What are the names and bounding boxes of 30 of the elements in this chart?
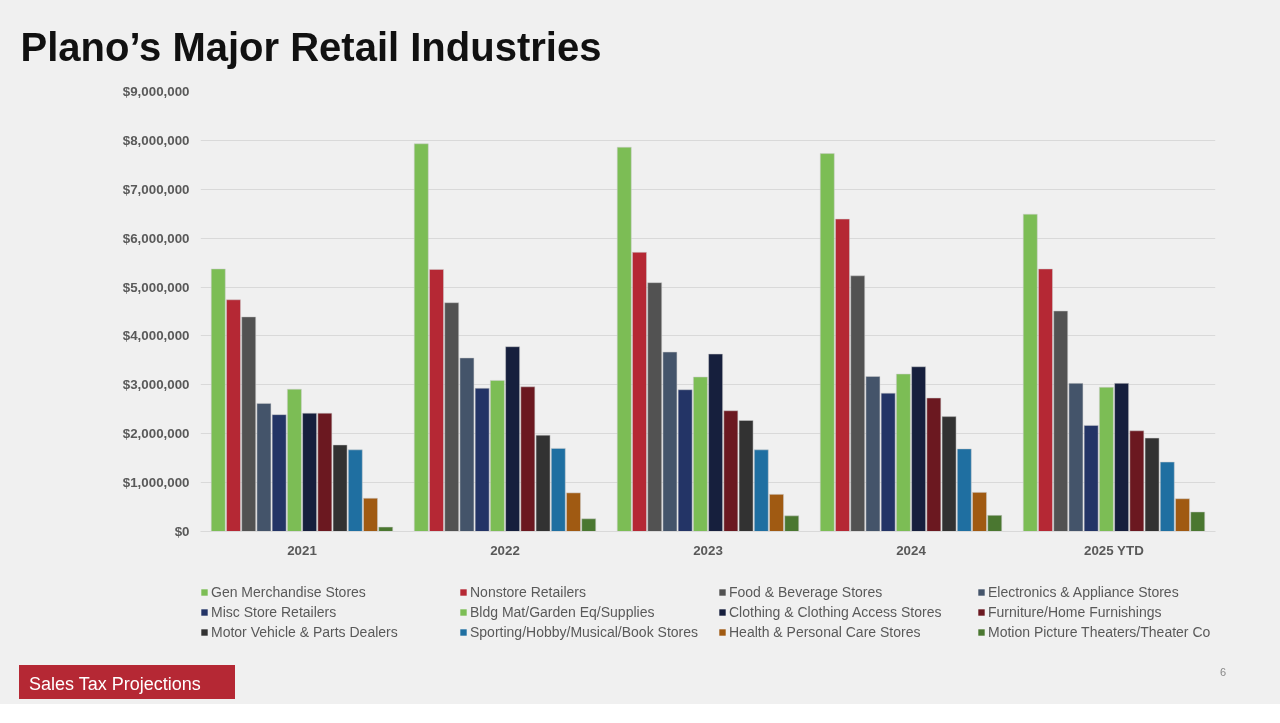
legend-label: Gen Merchandise Stores (211, 584, 367, 600)
x-tick-label: 2022 (490, 542, 520, 558)
chart-title: Plano’s Major Retail Industries (20, 25, 602, 69)
y-tick-label: $4,000,000 (122, 328, 190, 344)
legend-label: Motor Vehicle & Parts Dealers (211, 624, 399, 640)
y-tick-label: $0 (174, 524, 190, 539)
legend-label: Electronics & Appliance Stores (988, 584, 1180, 600)
legend-label: Misc Store Retailers (211, 604, 338, 620)
y-tick-label: $8,000,000 (122, 132, 190, 148)
x-tick-label: 2023 (693, 542, 723, 558)
x-tick-label: 2024 (896, 542, 927, 558)
y-tick-label: $6,000,000 (122, 230, 190, 246)
y-tick-label: $7,000,000 (122, 181, 190, 197)
text: 6 (1220, 665, 1227, 680)
x-tick-label: 2025 YTD (1084, 542, 1145, 558)
y-tick-label: $9,000,000 (122, 84, 190, 99)
y-tick-label: $2,000,000 (122, 426, 190, 442)
legend-label: Health & Personal Care Stores (729, 624, 922, 640)
y-tick-label: $3,000,000 (122, 377, 190, 393)
legend-label: Furniture/Home Furnishings (988, 604, 1163, 620)
y-tick-label: $5,000,000 (122, 279, 190, 295)
legend-label: Sporting/Hobby/Musical/Book Stores (470, 624, 699, 640)
y-tick-label: $1,000,000 (122, 475, 190, 491)
legend-label: Food & Beverage Stores (729, 584, 884, 600)
x-tick-label: 2021 (287, 542, 318, 558)
text: Sales Tax Projections (29, 673, 201, 696)
legend-label: Clothing & Clothing Access Stores (729, 604, 943, 620)
legend-label: Motion Picture Theaters/Theater Co (988, 624, 1212, 640)
legend-label: Nonstore Retailers (470, 584, 587, 600)
legend-label: Bldg Mat/Garden Eq/Supplies (470, 604, 656, 620)
